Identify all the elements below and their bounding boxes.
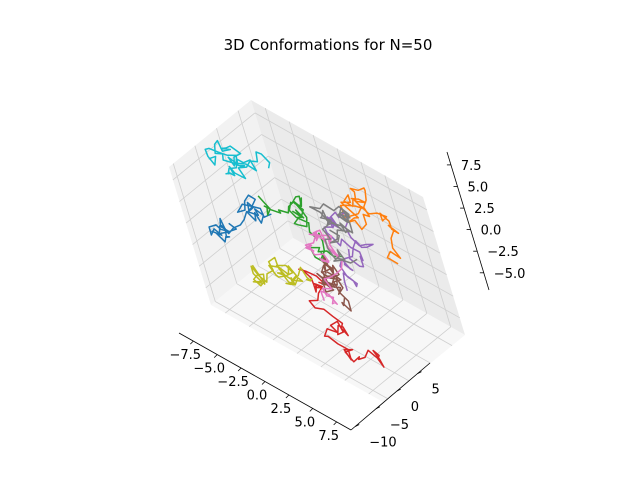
series-line-9 [250,256,313,287]
series-line-3 [257,195,343,264]
gridline-z [267,155,441,254]
gridline-x [368,326,451,395]
series-line-2 [339,187,402,265]
gridline-y [172,163,216,302]
x-tick-label: −7.5 [170,348,202,363]
x-tick [309,408,314,412]
axes-panes [169,100,465,402]
series-line-7 [304,229,343,305]
series-line-5 [323,211,374,292]
y-tick-label: 0 [411,400,419,415]
pane-left [169,100,293,305]
y-tick [396,388,401,392]
gridline-x [360,161,404,301]
x-tick [237,367,242,372]
gridline-y [279,248,453,346]
gridline-z [205,220,289,289]
x-tick-label: 2.5 [271,402,292,417]
x-tick-label: 7.5 [318,429,339,444]
y-axis-line [350,362,431,431]
y-tick-label: 5 [432,383,440,398]
gridline-y [237,110,281,249]
x-tick-label: −2.5 [217,375,249,390]
series-line-10 [204,139,271,180]
gridline-y [258,265,431,364]
z-tick-label: 0.0 [481,224,502,239]
z-tick-label: 7.5 [461,159,482,174]
y-tick [375,406,381,410]
z-tick-label: −5.0 [494,267,526,282]
chart-title: 3D Conformations for N=50 [224,36,433,54]
gridline-x [408,188,452,328]
z-tick-label: 2.5 [474,202,495,217]
gridline-z [172,112,256,181]
x-tick [213,354,218,358]
x-tick-label: 0.0 [247,389,268,404]
gridline-z [192,177,275,245]
x-tick-label: −5.0 [193,362,225,377]
z-axis-line [446,151,490,291]
series-line-4 [298,268,385,368]
gridline-x [320,299,404,368]
series-line-1 [208,194,272,243]
tick-labels: −7.5−5.0−2.50.02.55.07.5 −10−505−5.0−2.50… [170,159,526,451]
z-tick-label: −2.5 [487,245,519,260]
y-tick [355,424,360,427]
plot-area [204,139,402,368]
x-tick [333,421,337,426]
gridline-y [215,301,388,399]
y-tick [417,371,422,374]
x-tick-label: 5.0 [294,415,315,430]
y-tick-label: −5 [390,418,409,433]
y-tick-label: −10 [369,436,396,451]
gridline-x [248,259,332,327]
gridline-x [264,107,308,247]
gridline-x [384,175,428,314]
gridline-z [254,112,428,211]
gridline-z [261,134,434,232]
x-tick [261,381,266,385]
x-tick [285,394,290,399]
gridline-y [194,145,238,284]
gridline-z [179,134,262,202]
gridline-x [288,121,332,260]
gridline-y [236,283,410,382]
gridline-x [344,313,428,381]
x-tick [190,340,194,345]
series-line-8 [309,203,358,264]
z-tick-label: 5.0 [468,181,489,196]
axes-frame [178,151,490,431]
gridline-z [274,177,447,275]
